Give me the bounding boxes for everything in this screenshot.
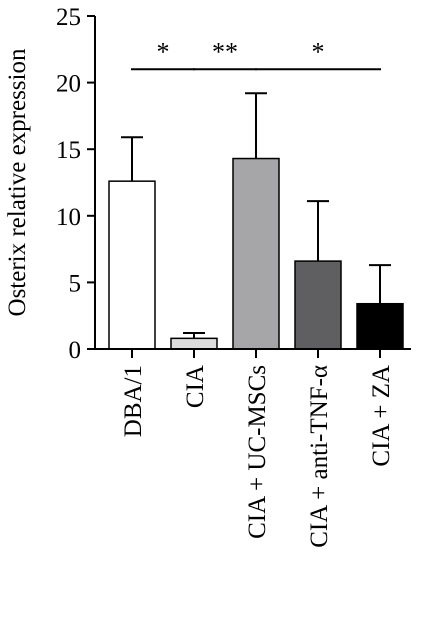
significance-annotations: * ** * <box>131 37 381 71</box>
y-tick-label: 25 <box>56 4 81 31</box>
bar <box>108 180 156 350</box>
y-tick-label: 20 <box>56 71 81 98</box>
y-tick-label: 10 <box>56 204 81 231</box>
bar <box>356 302 404 350</box>
significance-label: ** <box>212 37 238 66</box>
bar <box>232 157 280 350</box>
y-tick-label: 15 <box>56 137 81 164</box>
x-axis: DBA/1 CIA CIA + UC-MSCs CIA + anti-TNF-α CIA… <box>95 348 411 548</box>
y-tick-label: 5 <box>69 270 82 297</box>
x-tick-label: DBA/1 <box>120 365 147 437</box>
x-tick-label: CIA + ZA <box>368 365 395 467</box>
error-bars <box>121 92 391 339</box>
bars <box>108 157 404 350</box>
y-axis: 0 5 10 15 20 25 <box>56 4 96 364</box>
x-tick-label: CIA + UC-MSCs <box>244 365 271 539</box>
y-tick-label: 0 <box>69 337 82 364</box>
significance-label: * <box>312 37 325 66</box>
x-tick-label: CIA + anti-TNF-α <box>306 365 333 548</box>
bar <box>294 260 342 350</box>
significance-label: * <box>157 37 170 66</box>
bar <box>170 337 218 350</box>
y-axis-label: Osterix relative expression <box>4 48 31 316</box>
x-tick-label: CIA <box>182 365 209 408</box>
